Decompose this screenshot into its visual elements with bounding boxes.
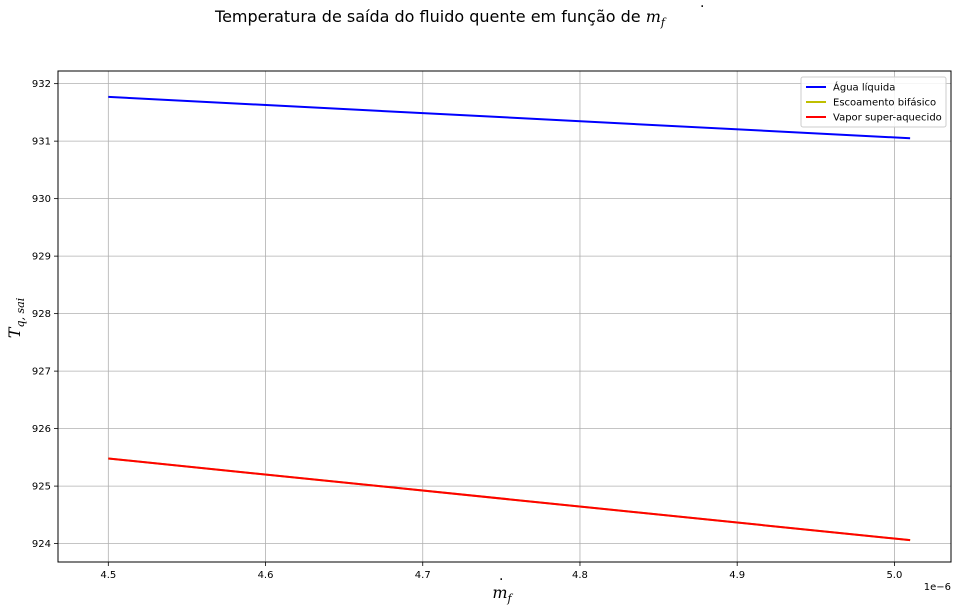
y-tick-label: 931 (32, 137, 51, 148)
x-axis-label-symbol: m (492, 583, 507, 602)
y-tick-label: 930 (32, 194, 51, 205)
grid (58, 71, 951, 562)
plot-frame (57, 70, 952, 563)
y-axis: 924 925 926 927 928 929 930 931 932 (32, 79, 58, 550)
x-axis-label-subscript: f (507, 592, 514, 605)
x-tick-label: 4.7 (415, 570, 431, 581)
x-offset-label: 1e−6 (924, 582, 951, 593)
y-tick-label: 927 (32, 367, 51, 378)
y-axis-label-subscript: q, sai (14, 298, 27, 328)
y-tick-label: 925 (32, 482, 51, 493)
y-tick-label: 929 (32, 252, 51, 263)
y-tick-label: 932 (32, 79, 51, 90)
series-line-3 (108, 457, 911, 542)
legend-label-2: Escoamento bifásico (833, 97, 936, 109)
chart-title-math-subscript: f (660, 16, 667, 29)
series-line-1 (108, 95, 911, 140)
chart-title: Temperatura de saída do fluido quente em… (214, 7, 667, 29)
legend-box (800, 76, 947, 128)
y-tick-label: 924 (32, 539, 51, 550)
y-tick-label: 926 (32, 424, 51, 435)
chart-title-math-symbol: m (646, 7, 661, 26)
x-tick-label: 5.0 (886, 570, 902, 581)
legend-label-1: Água líquida (833, 81, 895, 94)
chart-title-dot: · (700, 0, 704, 15)
x-axis-label-dot: · (499, 572, 503, 588)
series-lines (108, 95, 911, 542)
x-tick-label: 4.8 (572, 570, 588, 581)
x-tick-label: 4.6 (258, 570, 274, 581)
x-axis: 4.5 4.6 4.7 4.8 4.9 5.0 (100, 562, 902, 581)
legend: Água líquida Escoamento bifásico Vapor sup… (800, 76, 947, 128)
plot-area (58, 71, 951, 562)
legend-label-3: Vapor super-aquecido (833, 113, 942, 124)
x-axis-label: mf (492, 583, 513, 605)
y-axis-label: Tq, sai (5, 298, 27, 338)
x-tick-label: 4.9 (729, 570, 745, 581)
y-axis-label-symbol: T (5, 326, 24, 338)
y-tick-label: 928 (32, 309, 51, 320)
x-tick-label: 4.5 (100, 570, 116, 581)
chart-title-text: Temperatura de saída do fluido quente em… (214, 7, 646, 26)
